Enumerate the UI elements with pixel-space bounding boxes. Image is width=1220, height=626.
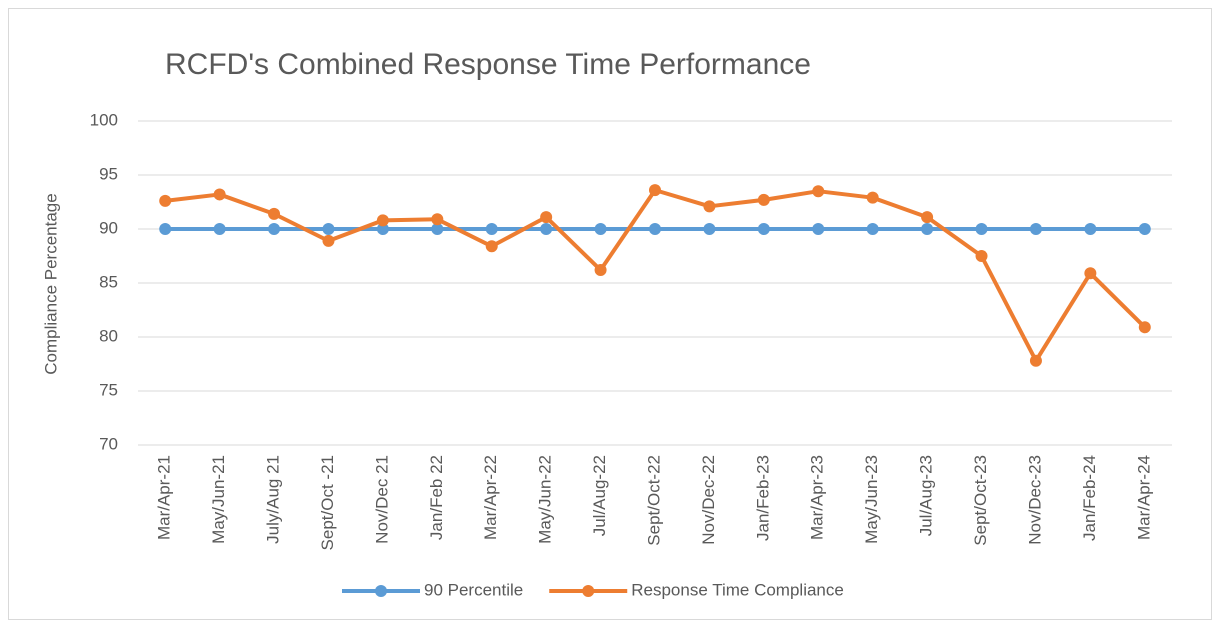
x-tick-label: Nov/Dec-22 <box>699 455 718 545</box>
y-tick-label: 85 <box>99 272 118 291</box>
x-tick-label: Jan/Feb-23 <box>753 455 772 541</box>
point <box>213 188 226 201</box>
point <box>376 223 389 235</box>
x-tick-label: Mar/Apr-24 <box>1134 455 1153 540</box>
y-tick-label: 70 <box>99 434 118 453</box>
x-tick-label: May/Jun-23 <box>862 455 881 544</box>
x-tick-label: Mar/Apr-22 <box>481 455 500 540</box>
y-tick-label: 80 <box>99 326 118 345</box>
point <box>866 191 879 204</box>
y-tick-label: 75 <box>99 380 118 399</box>
y-axis-label: Compliance Percentage <box>41 193 60 374</box>
point <box>703 223 716 235</box>
point <box>431 213 444 226</box>
point <box>812 223 825 235</box>
point <box>213 223 226 235</box>
point <box>703 200 716 213</box>
point <box>975 250 988 262</box>
point <box>757 193 770 206</box>
point <box>757 223 770 235</box>
chart-title: RCFD's Combined Response Time Performanc… <box>165 48 811 81</box>
point <box>1029 223 1042 235</box>
point <box>322 223 335 235</box>
point <box>322 234 335 247</box>
point <box>159 194 172 207</box>
legend-label: Response Time Compliance <box>631 580 844 599</box>
legend-label: 90 Percentile <box>424 580 523 599</box>
legend-marker <box>375 585 387 597</box>
point <box>485 240 498 253</box>
x-tick-label: Mar/Apr-21 <box>155 455 174 540</box>
point <box>268 223 281 235</box>
point <box>485 223 498 235</box>
point <box>975 223 988 235</box>
x-tick-label: Jul/Aug-23 <box>917 455 936 536</box>
legend-marker <box>582 585 595 597</box>
x-tick-label: Jul/Aug-22 <box>590 455 609 536</box>
point <box>594 264 607 277</box>
point <box>1084 267 1097 280</box>
x-tick-label: Nov/Dec-23 <box>1025 455 1044 545</box>
x-tick-label: July/Aug 21 <box>264 455 283 544</box>
point <box>1029 354 1042 367</box>
point <box>540 223 553 235</box>
point <box>1138 223 1151 235</box>
point <box>594 223 607 235</box>
x-tick-label: Jan/Feb-24 <box>1080 455 1099 541</box>
x-tick-label: May/Jun-21 <box>209 455 228 544</box>
point <box>540 211 553 224</box>
point <box>159 223 172 235</box>
y-tick-label: 95 <box>99 164 118 183</box>
point <box>1084 223 1097 235</box>
point <box>376 214 389 227</box>
x-tick-label: Sept/Oct-23 <box>971 455 990 546</box>
point <box>866 223 879 235</box>
x-tick-label: Mar/Apr-23 <box>808 455 827 540</box>
point <box>268 207 281 220</box>
point <box>921 211 934 224</box>
point <box>649 184 661 197</box>
point <box>431 223 444 235</box>
point <box>649 223 661 235</box>
x-tick-label: Nov/Dec 21 <box>372 455 391 544</box>
x-tick-label: Sept/Oct -21 <box>318 455 337 550</box>
point <box>812 185 825 198</box>
x-tick-label: Jan/Feb 22 <box>427 455 446 540</box>
x-tick-label: Sept/Oct-22 <box>644 455 663 546</box>
y-tick-label: 90 <box>99 218 118 237</box>
x-tick-label: May/Jun-22 <box>536 455 555 544</box>
y-tick-label: 100 <box>90 110 118 129</box>
point <box>921 223 934 235</box>
point <box>1138 321 1151 334</box>
